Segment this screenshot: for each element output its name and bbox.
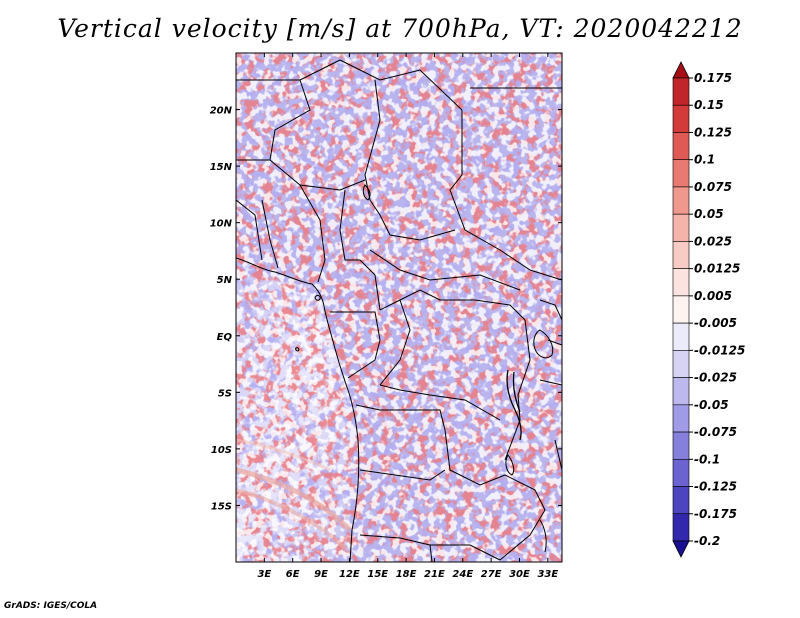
lat-tick-label: 20N — [210, 106, 233, 117]
colorbar-bin — [672, 241, 690, 269]
lat-tick-label: 15N — [210, 162, 233, 173]
colorbar-label: 0.05 — [694, 207, 724, 221]
lon-tick-label: 30E — [509, 569, 530, 580]
colorbar-bin — [672, 513, 690, 542]
longitude-axis: 3E 6E 9E 12E 15E 18E 21E 24E 27E 30E 33E — [257, 53, 558, 580]
lat-tick-label: 5N — [217, 275, 233, 286]
colorbar-bin — [672, 186, 690, 215]
colorbar-bin — [672, 132, 690, 161]
colorbar-label: -0.005 — [694, 316, 737, 330]
colorbar-bin — [672, 295, 690, 324]
colorbar-label: -0.0125 — [694, 343, 745, 357]
colorbar-label: 0.0125 — [694, 262, 740, 276]
lat-tick-label: EQ — [217, 332, 233, 343]
colorbar-label: -0.2 — [694, 534, 720, 548]
colorbar-label: -0.075 — [694, 425, 737, 439]
map-frame — [235, 52, 563, 563]
colorbar-label: 0.025 — [694, 234, 732, 248]
chart-title: Vertical velocity [m/s] at 700hPa, VT: 2… — [57, 14, 743, 43]
lat-tick-label: 5S — [218, 388, 232, 399]
colorbar-label: 0.125 — [694, 125, 732, 139]
colorbar-bin — [672, 486, 690, 515]
colorbar-bin — [672, 350, 690, 378]
colorbar-bin — [672, 77, 690, 106]
colorbar-bin — [672, 213, 690, 242]
lat-tick-label: 15S — [211, 501, 232, 512]
colorbar-label: 0.005 — [694, 289, 732, 303]
colorbar-bin — [672, 322, 690, 351]
colorbar-label: -0.1 — [694, 452, 720, 466]
colorbar-max-triangle — [672, 61, 690, 79]
lon-tick-label: 15E — [367, 569, 388, 580]
colorbar-bin — [672, 377, 690, 406]
colorbar-min-triangle — [672, 540, 690, 558]
colorbar-bin — [672, 404, 690, 433]
colorbar-bin — [672, 458, 690, 487]
colorbar-label: -0.125 — [694, 480, 737, 494]
lon-tick-label: 33E — [537, 569, 558, 580]
latitude-axis: 20N 15N 10N 5N EQ 5S 10S 15S — [210, 106, 562, 512]
lon-tick-label: 6E — [286, 569, 300, 580]
lon-tick-label: 21E — [424, 569, 445, 580]
lon-tick-label: 3E — [257, 569, 271, 580]
velocity-field — [236, 53, 562, 562]
colorbar-label: 0.175 — [694, 71, 732, 85]
colorbar-bin — [672, 159, 690, 188]
colorbar-bin — [672, 104, 690, 133]
colorbar-label: -0.175 — [694, 507, 737, 521]
colorbar-label: 0.15 — [694, 98, 724, 112]
lon-tick-label: 24E — [452, 569, 473, 580]
lon-tick-label: 9E — [314, 569, 328, 580]
colorbar-label: 0.1 — [694, 153, 715, 167]
colorbar-bin — [672, 431, 690, 460]
lon-tick-label: 27E — [481, 569, 502, 580]
colorbar-bin — [672, 268, 690, 297]
grads-credit: GrADS: IGES/COLA — [4, 601, 98, 611]
lat-tick-label: 10N — [210, 219, 233, 230]
lon-tick-label: 18E — [396, 569, 417, 580]
lat-tick-label: 10S — [211, 445, 232, 456]
colorbar-label: -0.025 — [694, 371, 737, 385]
colorbar-label: 0.075 — [694, 180, 732, 194]
colorbar: 0.175 0.15 0.125 0.1 0.075 0.05 0.025 0.0125 0.0… — [672, 61, 745, 558]
lon-tick-label: 12E — [339, 569, 360, 580]
colorbar-label: -0.05 — [694, 398, 729, 412]
